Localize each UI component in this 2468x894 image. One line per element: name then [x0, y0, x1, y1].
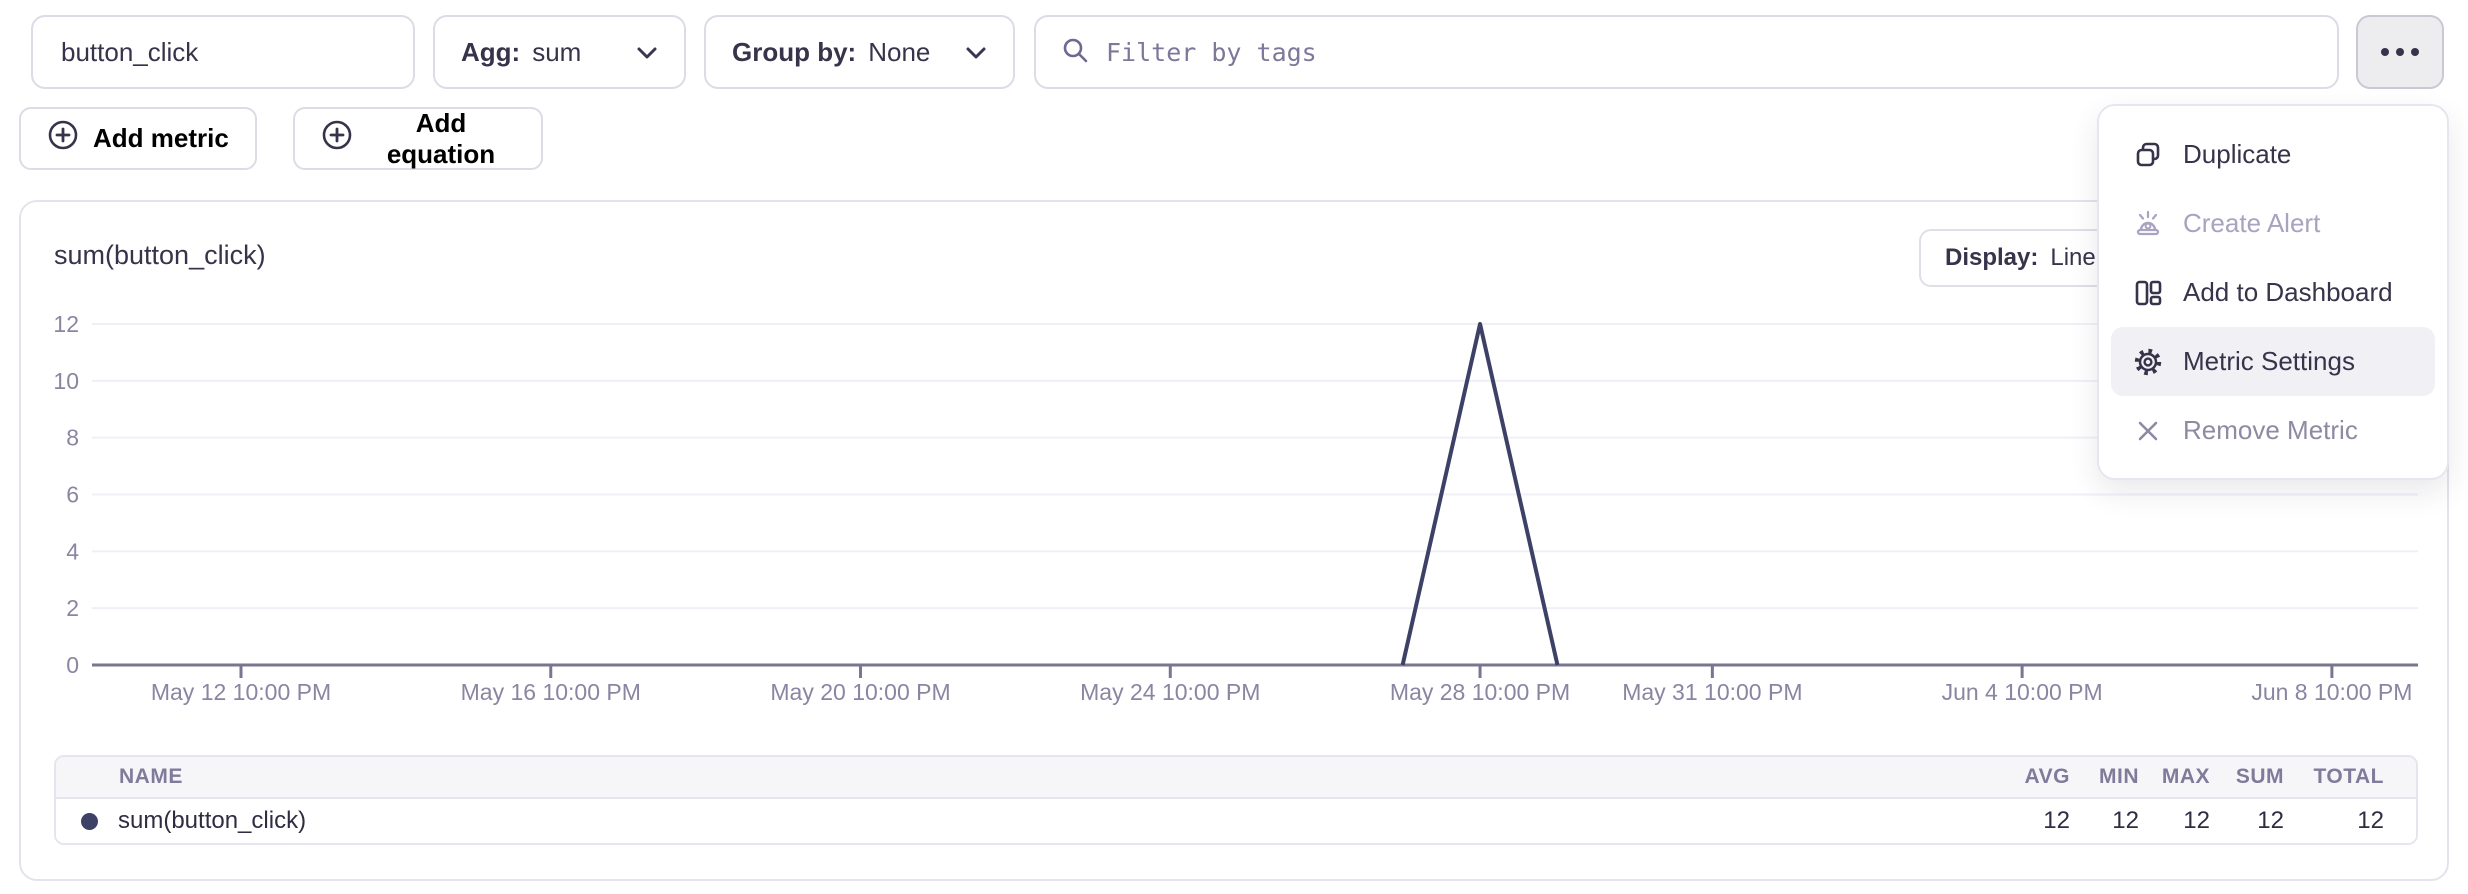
svg-text:Jun 4 10:00 PM: Jun 4 10:00 PM	[1942, 679, 2103, 705]
menu-item-metric-settings[interactable]: Metric Settings	[2111, 327, 2435, 396]
plus-circle-icon	[321, 119, 353, 158]
svg-text:6: 6	[66, 482, 79, 508]
svg-text:10: 10	[53, 368, 79, 394]
svg-text:May 31 10:00 PM: May 31 10:00 PM	[1622, 679, 1802, 705]
summary-table: NAME AVG MIN MAX SUM TOTAL sum(button_cl…	[54, 755, 2418, 845]
group-by-label: Group by:	[732, 36, 857, 67]
group-by-select[interactable]: Group by: None	[704, 15, 1015, 89]
menu-item-add-to-dashboard[interactable]: Add to Dashboard	[2111, 258, 2435, 327]
menu-item-create-alert[interactable]: Create Alert	[2111, 189, 2435, 258]
add-equation-label: Add equation	[386, 107, 496, 169]
svg-text:8: 8	[66, 425, 79, 451]
more-options-button[interactable]	[2356, 15, 2444, 89]
context-menu: Duplicate Create Alert Add to Dashboard …	[2097, 104, 2449, 480]
add-equation-button[interactable]: Add equation	[293, 107, 543, 170]
menu-item-label: Metric Settings	[2183, 346, 2355, 376]
chart-title: sum(button_click)	[54, 240, 266, 270]
column-header-min: MIN	[2099, 765, 2139, 788]
svg-text:May 16 10:00 PM: May 16 10:00 PM	[461, 679, 641, 705]
column-header-name: NAME	[119, 765, 183, 788]
svg-text:12: 12	[53, 311, 79, 337]
chevron-down-icon	[965, 37, 987, 68]
svg-text:Jun 8 10:00 PM: Jun 8 10:00 PM	[2251, 679, 2412, 705]
metric-name-value: button_click	[61, 36, 199, 67]
summary-table-header: NAME AVG MIN MAX SUM TOTAL	[56, 757, 2416, 799]
menu-item-duplicate[interactable]: Duplicate	[2111, 120, 2435, 189]
tag-filter-input[interactable]: Filter by tags	[1034, 15, 2339, 89]
menu-item-label: Remove Metric	[2183, 415, 2358, 445]
ellipsis-icon	[2381, 48, 2389, 56]
metric-name-input[interactable]: button_click	[31, 15, 415, 89]
series-dot	[81, 812, 98, 830]
search-icon	[1060, 35, 1090, 70]
chevron-down-icon	[636, 37, 658, 68]
add-metric-button[interactable]: Add metric	[19, 107, 257, 170]
svg-text:0: 0	[66, 652, 79, 678]
alert-icon	[2133, 209, 2163, 239]
group-by-value: None	[868, 36, 931, 67]
svg-text:May 24 10:00 PM: May 24 10:00 PM	[1080, 679, 1260, 705]
gear-icon	[2133, 347, 2163, 377]
display-value: Line	[2050, 244, 2096, 271]
cell-total: 12	[2357, 807, 2384, 834]
svg-text:May 20 10:00 PM: May 20 10:00 PM	[770, 679, 950, 705]
chart-panel: sum(button_click) Display: Line 0 2 4 6 8 10 1…	[19, 200, 2449, 881]
dashboard-icon	[2133, 278, 2163, 308]
column-header-max: MAX	[2161, 765, 2210, 788]
plus-circle-icon	[47, 119, 79, 158]
line-chart: 0 2 4 6 8 10 12 May 12 10:00 PM May 16 10:00 PM M…	[53, 311, 2418, 705]
menu-item-label: Create Alert	[2183, 208, 2321, 238]
column-header-total: TOTAL	[2313, 765, 2384, 788]
svg-text:4: 4	[66, 538, 79, 564]
cell-max: 12	[2183, 807, 2210, 834]
svg-text:2: 2	[66, 595, 79, 621]
column-header-avg: AVG	[2024, 765, 2070, 788]
display-label: Display:	[1945, 244, 2039, 271]
agg-value: sum	[532, 36, 582, 67]
add-metric-label: Add metric	[93, 123, 229, 153]
svg-text:May 12 10:00 PM: May 12 10:00 PM	[151, 679, 331, 705]
tag-filter-placeholder: Filter by tags	[1106, 37, 1317, 67]
agg-select[interactable]: Agg: sum	[433, 15, 686, 89]
cell-sum: 12	[2257, 807, 2284, 834]
table-row[interactable]: sum(button_click) 12 12 12 12 12	[56, 799, 2416, 843]
copy-icon	[2133, 140, 2163, 170]
menu-item-label: Add to Dashboard	[2183, 277, 2393, 307]
cell-min: 12	[2112, 807, 2139, 834]
x-icon	[2133, 416, 2163, 446]
svg-text:May 28 10:00 PM: May 28 10:00 PM	[1390, 679, 1570, 705]
column-header-sum: SUM	[2235, 765, 2284, 788]
series-name: sum(button_click)	[118, 807, 307, 834]
agg-label: Agg:	[461, 36, 521, 67]
cell-avg: 12	[2043, 807, 2070, 834]
menu-item-label: Duplicate	[2183, 139, 2292, 169]
menu-item-remove-metric[interactable]: Remove Metric	[2111, 396, 2435, 465]
